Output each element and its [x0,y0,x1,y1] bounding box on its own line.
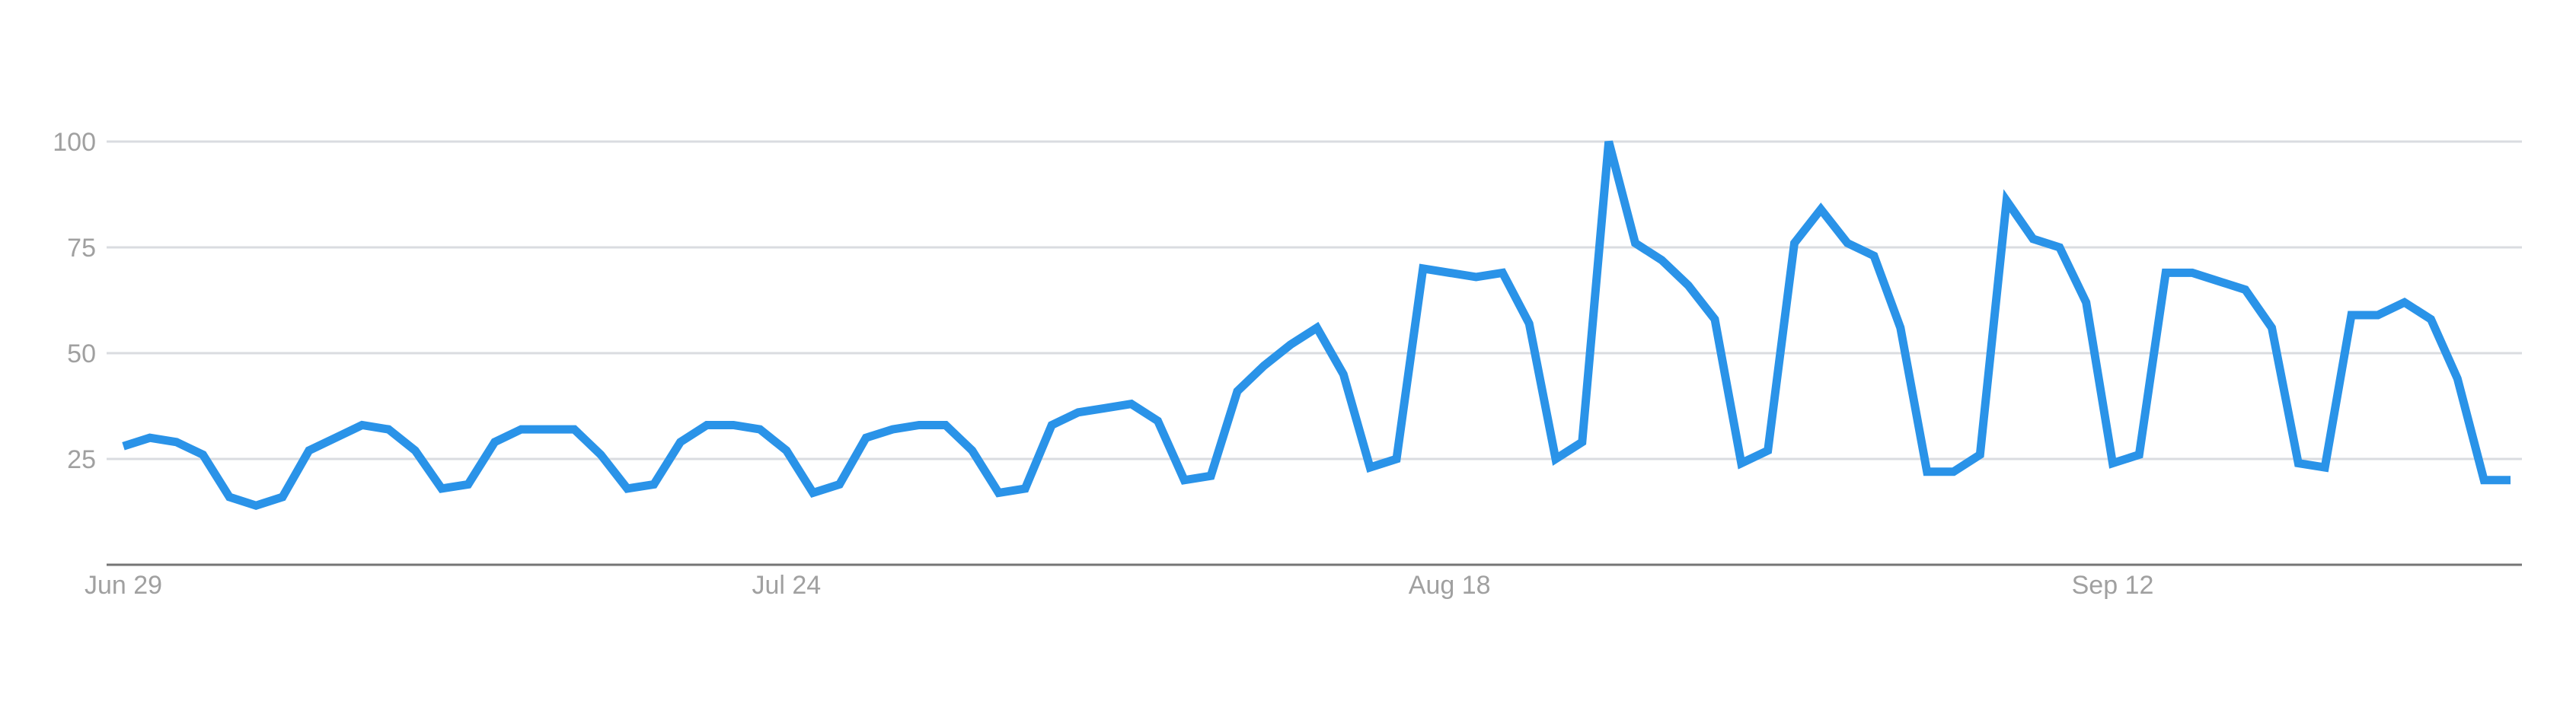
y-tick-label-75: 75 [67,234,96,263]
x-tick-label-1: Jul 24 [752,571,821,600]
y-tick-label-100: 100 [53,128,96,157]
y-tick-label-25: 25 [67,445,96,474]
x-tick-label-0: Jun 29 [85,571,162,600]
y-axis-ticks: 25 50 75 100 [53,128,96,474]
x-axis-ticks: Jun 29 Jul 24 Aug 18 Sep 12 [85,571,2153,600]
y-tick-label-50: 50 [67,339,96,368]
x-tick-label-2: Aug 18 [1409,571,1491,600]
series [122,140,2511,510]
x-tick-label-3: Sep 12 [2072,571,2154,600]
series-line-0 [122,140,2511,510]
